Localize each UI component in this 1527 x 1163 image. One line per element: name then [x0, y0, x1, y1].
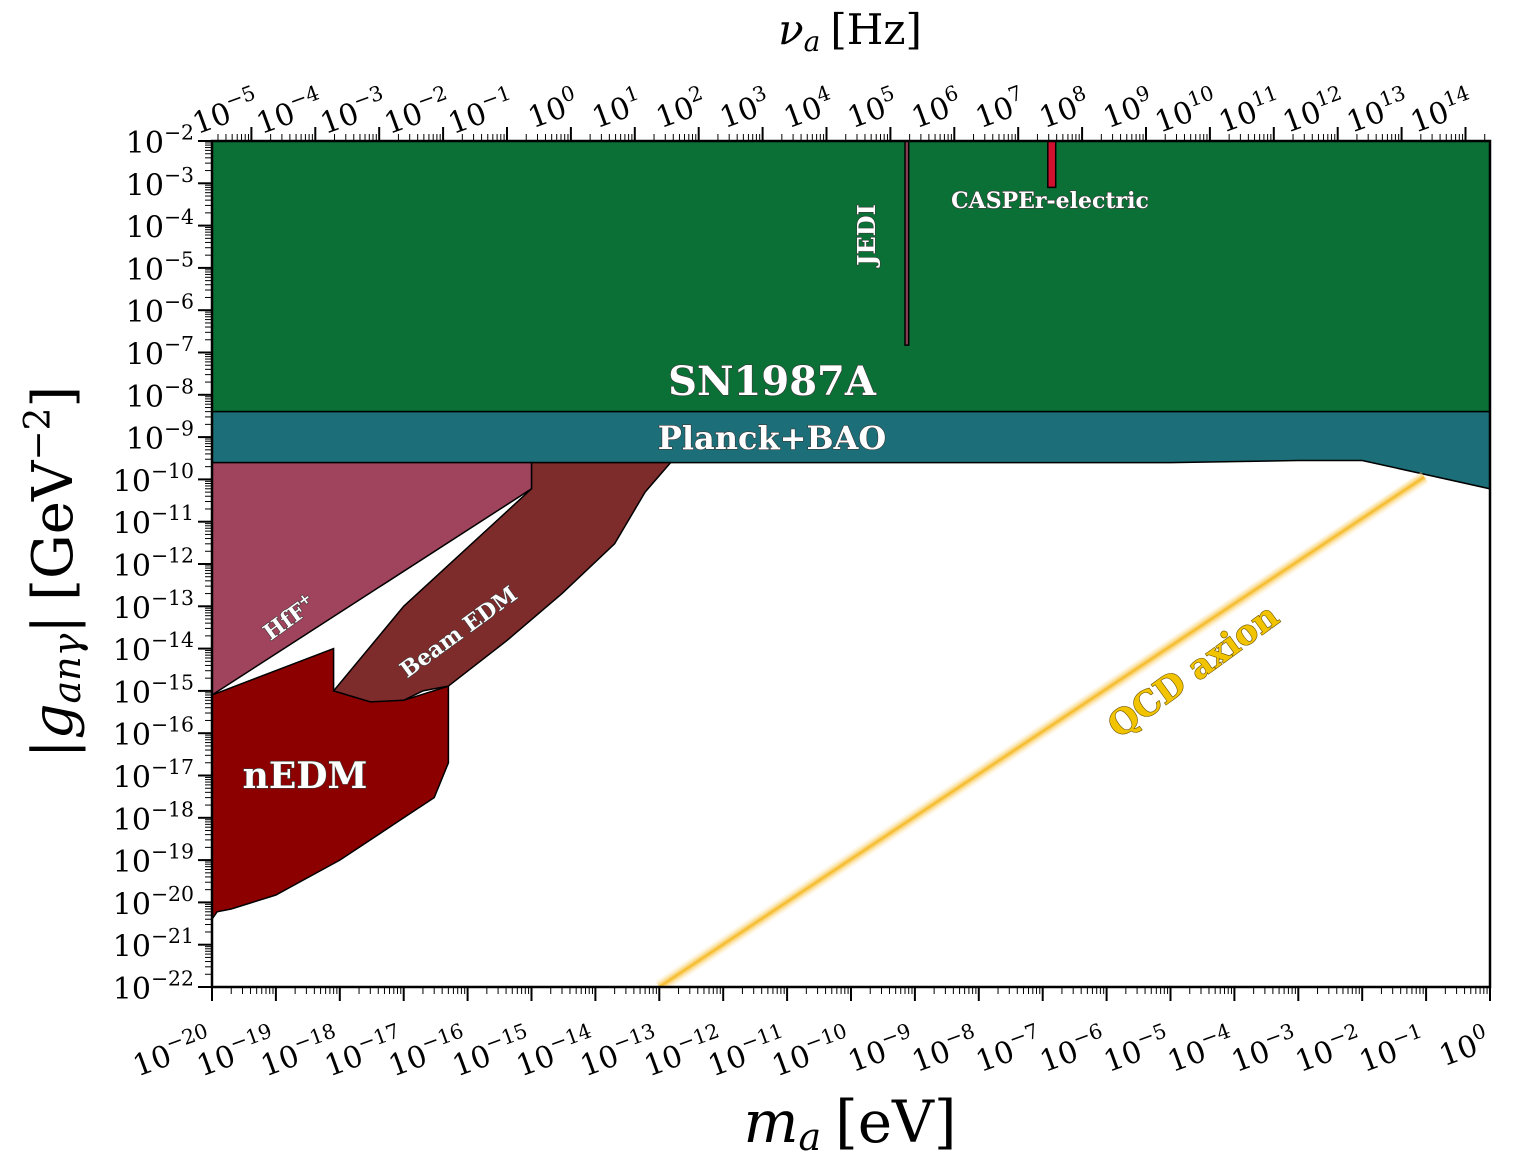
y-axis-var: g	[21, 704, 86, 740]
y-tick-label: 10−8	[126, 374, 194, 415]
y-tick-label: 10−3	[126, 163, 194, 204]
y-tick-label: 10−15	[113, 670, 194, 711]
sn1987a-label: SN1987A	[668, 358, 877, 405]
y-tick-label: 10−20	[113, 882, 194, 923]
y-tick-label: 10−22	[113, 967, 194, 1008]
planck-bao-label: Planck+BAO	[658, 419, 886, 457]
top-axis-var: ν	[778, 5, 804, 54]
top-tick-label: 1011	[1212, 80, 1286, 140]
y-axis-unit-exp: −2	[18, 408, 59, 461]
top-tick-label: 108	[1033, 80, 1095, 136]
y-tick-label: 10−18	[113, 797, 194, 838]
top-tick-label: 10−1	[442, 80, 520, 141]
top-tick-label: 1010	[1149, 80, 1223, 140]
y-tick-label: 10−16	[113, 713, 194, 754]
top-tick-label: 1013	[1340, 80, 1414, 140]
x-axis-var: m	[743, 1088, 798, 1156]
top-tick-label: 107	[969, 80, 1031, 136]
qcd-axion-band	[654, 471, 1432, 987]
y-tick-label: 10−12	[113, 544, 194, 585]
y-tick-label: 10−13	[113, 586, 194, 627]
top-axis-title: νa [Hz]	[778, 5, 922, 58]
top-tick-label: 1014	[1404, 80, 1478, 140]
jedi-label: JEDI	[852, 204, 881, 268]
top-axis-sub: a	[804, 25, 821, 58]
region-casper-electric	[1047, 141, 1057, 189]
y-tick-label: 10−6	[126, 290, 194, 331]
top-axis-unit: [Hz]	[830, 5, 922, 54]
y-tick-label: 10−21	[113, 924, 194, 965]
x-axis-title: ma [eV]	[743, 1088, 956, 1159]
ticks-layer	[198, 127, 1491, 1001]
x-axis-unit: [eV]	[835, 1088, 956, 1156]
y-tick-label: 10−4	[126, 205, 194, 246]
nedm-label: nEDM	[243, 755, 368, 797]
regions-layer	[212, 141, 1490, 921]
casper-electric-label: CASPEr-electric	[951, 188, 1149, 214]
y-tick-label: 10−2	[126, 121, 194, 162]
y-tick-label: 10−14	[113, 628, 194, 669]
y-tick-label: 10−11	[113, 501, 194, 542]
y-tick-label: 10−9	[126, 417, 194, 458]
y-axis-unit-open: [GeV	[21, 459, 86, 601]
y-tick-label: 10−19	[113, 840, 194, 881]
region-planck-bao	[212, 410, 1490, 490]
y-axis-sub: anγ	[45, 633, 89, 703]
x-axis-sub: a	[798, 1115, 821, 1159]
y-tick-label: 10−7	[126, 332, 194, 373]
y-axis-title: |ganγ|[GeV−2]	[18, 386, 89, 759]
top-tick-label: 1012	[1276, 80, 1350, 140]
y-axis-close: |	[21, 615, 86, 634]
y-tick-label: 10−5	[126, 247, 194, 288]
y-tick-label: 10−17	[113, 755, 194, 796]
region-hff	[212, 461, 533, 696]
top-tick-label: 105	[841, 80, 903, 136]
region-nedm	[212, 647, 450, 921]
qcd-band-layer	[654, 471, 1432, 987]
top-tick-label: 103	[713, 80, 775, 136]
x-tick-label: 100	[1433, 1018, 1495, 1074]
top-tick-label: 101	[586, 80, 648, 136]
top-tick-label: 106	[905, 80, 967, 136]
y-tick-label: 10−10	[113, 459, 194, 500]
region-jedi	[904, 141, 910, 346]
x-tick-label: 10−1	[1353, 1018, 1431, 1079]
region-sn1987a	[212, 141, 1490, 413]
top-tick-label: 102	[649, 80, 711, 136]
top-tick-label: 104	[777, 80, 839, 136]
region-beam-edm	[332, 461, 673, 705]
y-axis-unit-close: ]	[21, 386, 86, 408]
top-tick-label: 100	[522, 80, 584, 136]
top-tick-label: 109	[1097, 80, 1159, 136]
y-axis-open: |	[21, 739, 86, 758]
